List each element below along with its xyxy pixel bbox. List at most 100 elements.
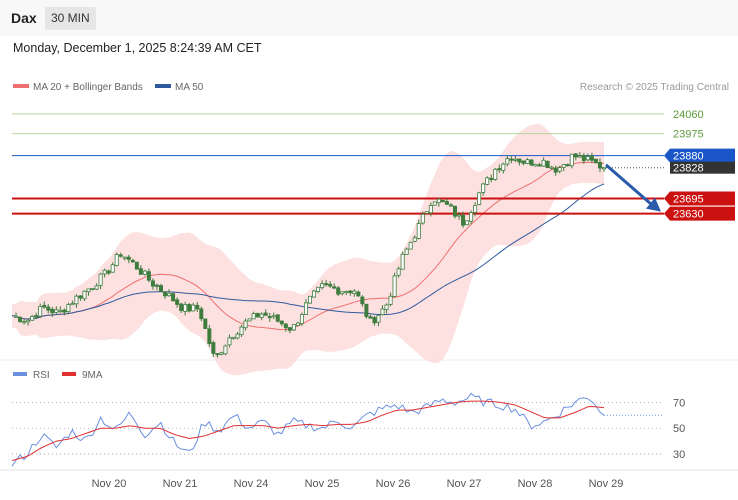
candle <box>416 219 421 240</box>
resistance-label: 23975 <box>673 129 704 141</box>
candle <box>549 165 554 170</box>
candle-body <box>30 316 35 321</box>
rsi-ma-legend-label: 9MA <box>82 370 103 381</box>
candle-body <box>287 327 292 331</box>
candle <box>54 306 59 315</box>
candle-body <box>336 287 341 295</box>
candle-body <box>171 293 176 302</box>
candle-body <box>255 312 260 318</box>
candle <box>287 326 292 334</box>
support-tag <box>664 206 735 221</box>
candle <box>501 162 506 174</box>
rsi-legend-swatch <box>13 372 27 376</box>
candle-body <box>154 284 159 287</box>
candle-body <box>271 315 276 318</box>
candle <box>388 292 393 307</box>
candle-body <box>118 254 123 257</box>
candle <box>392 272 397 298</box>
candle-body <box>493 168 498 180</box>
candle <box>235 332 240 340</box>
candle-body <box>376 314 381 323</box>
candle <box>134 261 139 270</box>
candle-body <box>22 321 27 324</box>
candle-body <box>340 291 345 294</box>
candle-body <box>259 313 264 318</box>
candle-body <box>597 162 602 169</box>
candle-body <box>448 204 453 207</box>
candle <box>231 336 236 340</box>
candle-body <box>324 283 329 286</box>
rsi-legend-label: RSI <box>33 370 50 381</box>
candle <box>597 158 602 173</box>
candle-body <box>444 201 449 205</box>
candle <box>448 202 453 207</box>
candle-body <box>412 237 417 242</box>
candle-body <box>82 290 87 300</box>
candle-body <box>231 336 236 339</box>
candle-body <box>332 286 337 289</box>
rsi-tick-label: 30 <box>673 449 685 461</box>
candle <box>263 309 268 316</box>
candle-body <box>368 316 373 319</box>
candle <box>94 283 99 291</box>
rsi-ma-legend-swatch <box>62 372 76 376</box>
candle-body <box>34 315 39 318</box>
candle-body <box>416 223 421 239</box>
candle <box>66 302 71 314</box>
candle <box>436 197 441 207</box>
candle-body <box>279 320 284 325</box>
candle-body <box>62 309 67 313</box>
candle <box>106 269 111 275</box>
candle-body <box>593 158 598 164</box>
candle <box>154 283 159 291</box>
timeframe-button[interactable]: 30 MIN <box>45 7 96 30</box>
candle <box>457 211 462 220</box>
candle-body <box>581 154 586 162</box>
candle-body <box>38 305 43 317</box>
candle-body <box>452 205 457 217</box>
candle <box>553 165 558 176</box>
candle <box>275 314 280 323</box>
symbol-name: Dax <box>11 10 37 26</box>
candle-body <box>477 192 482 205</box>
candle <box>179 302 184 313</box>
candle-body <box>312 290 317 298</box>
candle-body <box>517 158 522 163</box>
candle <box>505 155 510 167</box>
candle <box>360 295 365 307</box>
forecast-arrow-layer <box>605 163 661 212</box>
x-tick-label: Nov 25 <box>305 478 340 490</box>
candle <box>114 252 119 267</box>
candle <box>86 288 91 296</box>
candle <box>211 340 216 358</box>
candle <box>493 167 498 181</box>
candle <box>18 316 23 323</box>
candle-body <box>537 164 542 167</box>
candle-body <box>114 254 119 266</box>
candle-body <box>223 345 228 355</box>
candle <box>215 353 220 358</box>
rsi-layer: 30 50 70 <box>11 392 685 467</box>
candle-body <box>163 291 168 297</box>
candle-body <box>247 318 252 322</box>
candle-body <box>461 214 466 226</box>
candle-body <box>122 256 127 259</box>
candle <box>122 256 127 261</box>
candle <box>541 157 546 167</box>
candle <box>308 295 313 304</box>
candle <box>267 312 272 322</box>
candle-body <box>211 342 216 354</box>
candle-body <box>227 337 232 346</box>
candle <box>348 290 353 296</box>
x-tick-label: Nov 29 <box>589 478 624 490</box>
candle <box>396 266 401 278</box>
candle-body <box>46 306 51 311</box>
candle-body <box>187 304 192 312</box>
candle <box>412 235 417 243</box>
candle-body <box>86 288 91 293</box>
candle <box>223 344 228 356</box>
candle <box>521 160 526 166</box>
candle-body <box>94 285 99 290</box>
candle <box>207 324 212 347</box>
candle-body <box>485 177 490 185</box>
